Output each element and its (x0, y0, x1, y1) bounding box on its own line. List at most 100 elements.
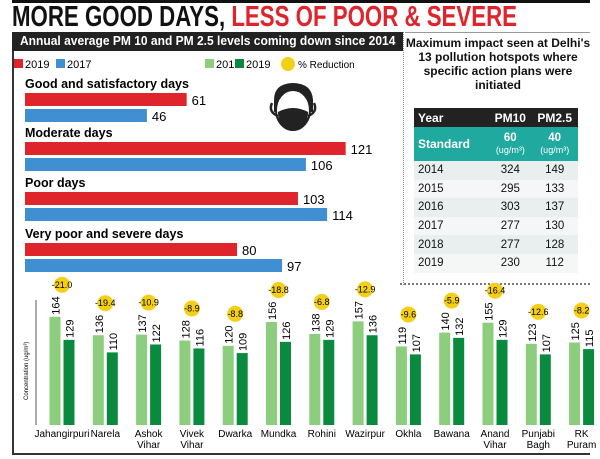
category-label: Ashok Vihar (135, 429, 164, 451)
bar-2019 (63, 339, 75, 425)
reduction-badge (357, 281, 374, 298)
standard-pm10-value: 60 (503, 132, 517, 144)
reduction-badge (443, 292, 460, 309)
days-chart-title: Annual average PM 10 and PM 2.5 levels c… (20, 34, 396, 48)
bar-value: 157 (354, 301, 366, 319)
days-chart-panel (12, 32, 404, 285)
headline: MORE GOOD DAYS, LESS OF POOR & SEVERE (12, 3, 517, 32)
bar-2018 (309, 333, 321, 425)
bar-value: 107 (541, 334, 553, 352)
legend-label: 2018 (216, 59, 240, 71)
top-rule (12, 0, 590, 3)
legend-label: % Reduction (298, 60, 355, 71)
bar-2018 (266, 322, 277, 425)
y-axis-label: Concentration (ug/m³) (24, 342, 30, 400)
bar-value: 123 (527, 323, 539, 341)
reduction-value: -6.8 (314, 297, 330, 307)
table-row: 2015 295 133 (414, 179, 578, 199)
bar-value: 126 (281, 321, 293, 339)
reduction-value: -8.2 (574, 306, 590, 316)
header-year: Year (414, 108, 490, 127)
table-header-row: Year PM10 PM2.5 (414, 108, 578, 127)
category-label: RK Puram (567, 429, 596, 451)
bar-value: 136 (94, 315, 106, 333)
header-pm25: PM2.5 (531, 108, 578, 127)
bar-value: 129 (498, 320, 510, 338)
bar-value: 46 (152, 109, 166, 124)
bar-value: 110 (108, 333, 120, 351)
bar-value: 122 (151, 324, 163, 342)
bar-value: 103 (303, 192, 325, 207)
table-row: 2019 230 112 (414, 253, 578, 273)
bar-2018 (482, 322, 494, 425)
category-label: Poor days (25, 176, 85, 190)
reduction-badge (573, 302, 590, 319)
category-label: Rohini (308, 429, 336, 440)
bar-2019 (150, 344, 162, 425)
bar-value: 155 (484, 302, 496, 320)
bar-2019 (323, 339, 335, 425)
category-label: Punjabi Bagh (522, 429, 555, 451)
legend-swatch-2019 (14, 59, 23, 68)
bar-2019 (366, 335, 378, 425)
pm25-cell: 137 (531, 198, 578, 217)
bar-value: 136 (368, 315, 380, 333)
unit: (ug/m³) (495, 145, 525, 155)
bar-value: 156 (267, 302, 279, 320)
bar-2018 (352, 321, 364, 425)
bar-value: 120 (224, 325, 236, 343)
bar-value: 125 (570, 322, 582, 340)
category-label: Very poor and severe days (25, 227, 183, 241)
bar-2019 (496, 339, 508, 425)
reduction-badge (313, 293, 330, 310)
pm10-cell: 277 (489, 216, 532, 236)
bar-2018 (569, 342, 581, 425)
reduction-badge (97, 295, 114, 312)
bar-value: 132 (454, 318, 466, 336)
reduction-value: -8.8 (227, 309, 243, 319)
bar-value: 121 (351, 142, 373, 157)
reduction-badge (487, 282, 503, 299)
bar-value: 140 (440, 312, 452, 330)
legend-label: 2017 (67, 59, 91, 71)
pm25-cell: 133 (531, 179, 578, 199)
bar-2019 (453, 337, 465, 425)
days-chart-title-bar: Annual average PM 10 and PM 2.5 levels c… (12, 32, 403, 51)
year-cell: 2018 (414, 235, 490, 254)
bar-2018 (395, 346, 407, 425)
bar-value: 138 (310, 314, 322, 332)
bar-value: 119 (397, 327, 409, 345)
pm10-cell: 295 (489, 179, 532, 199)
pm25-cell: 130 (531, 216, 578, 236)
bar-value: 80 (242, 243, 256, 258)
bar-2018 (49, 316, 61, 425)
standard-pm25-value: 40 (548, 132, 562, 144)
category-label: Bawana (434, 429, 471, 440)
legend-swatch-2018 (205, 59, 214, 68)
bar-2018 (92, 335, 104, 425)
category-label: Mundka (261, 429, 297, 440)
reduction-value: -16.4 (485, 286, 506, 296)
bar-value: 107 (411, 334, 423, 352)
pm10-cell: 303 (489, 198, 532, 217)
reduction-value: -9.6 (401, 309, 417, 319)
bar-2017 (25, 109, 147, 122)
year-cell: 2014 (414, 161, 490, 180)
bar-2019 (25, 142, 346, 155)
bar-2018 (179, 340, 191, 425)
bar-value: 115 (584, 330, 596, 348)
standard-row: Standard 60 (ug/m³) 40 (ug/m³) (414, 127, 578, 161)
bar-value: 116 (194, 329, 206, 347)
bar-value: 106 (311, 158, 333, 173)
bar-2017 (25, 259, 283, 272)
year-cell: 2017 (414, 216, 490, 236)
bar-2019 (25, 243, 237, 256)
pm10-cell: 324 (489, 161, 532, 180)
reduction-legend-icon (281, 57, 295, 71)
bar-2017 (25, 208, 328, 221)
pm10-cell: 277 (489, 235, 532, 254)
reduction-badge (270, 282, 287, 299)
bar-value: 164 (51, 296, 63, 314)
category-label: Dwarka (218, 429, 252, 440)
